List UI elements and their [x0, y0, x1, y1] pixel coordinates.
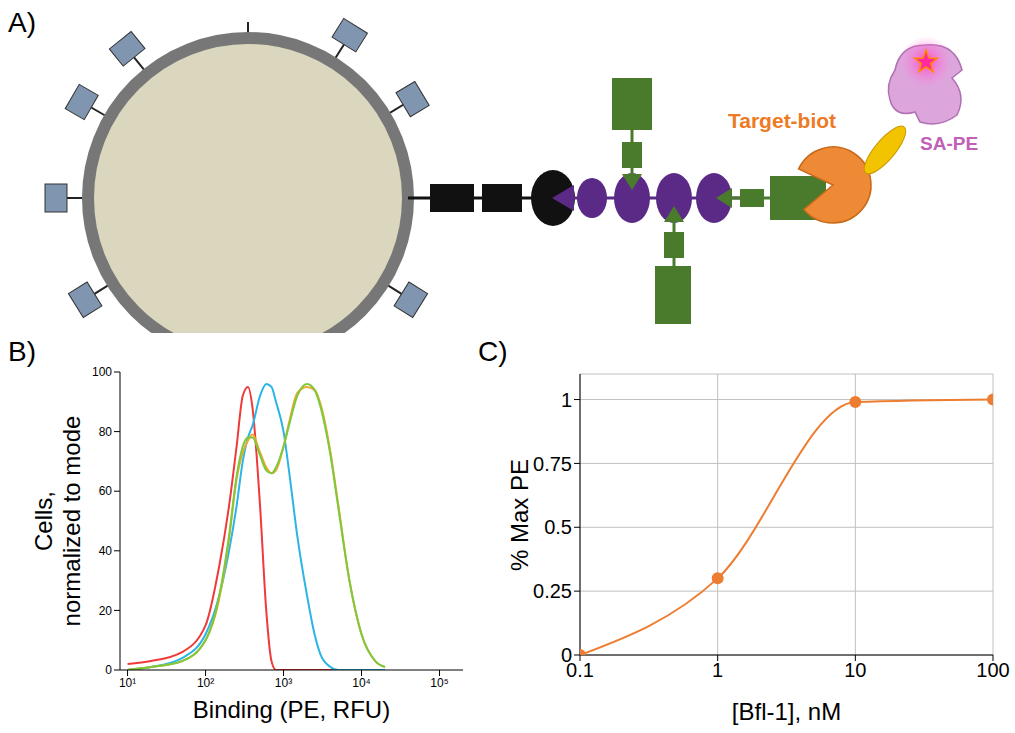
html-text:[Bfl-1], nM: [Bfl-1], nM — [731, 698, 842, 725]
svg-text:10⁵: 10⁵ — [430, 676, 448, 690]
svg-text:A): A) — [8, 7, 36, 38]
svg-text:0.25: 0.25 — [533, 580, 572, 602]
svg-text:0: 0 — [561, 644, 572, 666]
svg-text:80: 80 — [99, 425, 113, 439]
svg-text:1: 1 — [712, 659, 723, 681]
html-text:Cells,: Cells, — [30, 491, 57, 551]
html-text:Binding (PE, RFU): Binding (PE, RFU) — [192, 696, 391, 723]
svg-text:100: 100 — [976, 659, 1009, 681]
svg-text:SA-PE: SA-PE — [920, 133, 978, 154]
html-text:% Max PE: % Max PE — [506, 458, 533, 571]
html-text:C): C) — [478, 336, 508, 367]
svg-text:10²: 10² — [197, 676, 214, 690]
svg-text:1: 1 — [561, 389, 572, 411]
svg-text:0.75: 0.75 — [533, 453, 572, 475]
svg-text:Target-biot: Target-biot — [728, 109, 836, 132]
html-text:B): B) — [8, 336, 36, 367]
html-text:normalized to mode: normalized to mode — [58, 415, 85, 627]
svg-text:0.1: 0.1 — [566, 659, 594, 682]
svg-text:0.5: 0.5 — [544, 516, 572, 538]
svg-text:40: 40 — [99, 544, 113, 558]
svg-text:10⁴: 10⁴ — [352, 676, 371, 690]
svg-text:60: 60 — [99, 484, 113, 498]
svg-text:10¹: 10¹ — [119, 676, 136, 690]
svg-text:10: 10 — [844, 659, 866, 681]
svg-text:0: 0 — [105, 663, 112, 677]
svg-text:10³: 10³ — [275, 676, 292, 690]
svg-text:100: 100 — [92, 365, 112, 379]
svg-text:20: 20 — [99, 604, 113, 618]
